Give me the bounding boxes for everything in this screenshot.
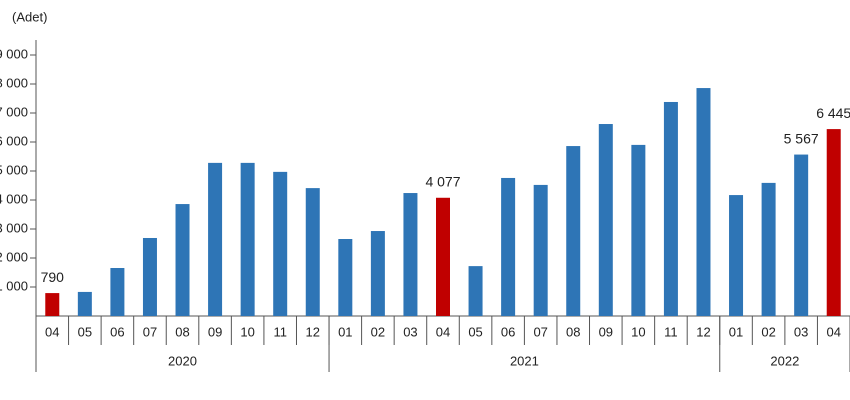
bar [761, 182, 776, 316]
group-label: 2020 [168, 353, 197, 368]
unit-label: (Adet) [12, 9, 47, 24]
x-tick-label: 03 [794, 324, 808, 339]
x-tick-label: 08 [566, 324, 580, 339]
x-tick-label: 11 [273, 324, 287, 339]
x-tick-label: 07 [533, 324, 547, 339]
x-tick-label: 03 [403, 324, 417, 339]
bar [77, 291, 92, 316]
y-tick-label: 7 000 [0, 104, 28, 119]
x-tick-label: 05 [468, 324, 482, 339]
x-tick-label: 04 [436, 324, 450, 339]
bar [663, 101, 678, 316]
bar [696, 88, 711, 316]
value-label: 790 [41, 269, 65, 285]
x-tick-label: 04 [45, 324, 59, 339]
value-label: 5 567 [784, 130, 819, 146]
bar [403, 193, 418, 316]
group-label: 2021 [510, 353, 539, 368]
y-tick-label: 5 000 [0, 162, 28, 177]
bar [501, 177, 516, 316]
bar [142, 237, 157, 316]
y-tick-label: 2 000 [0, 249, 28, 264]
x-tick-label: 02 [761, 324, 775, 339]
y-tick-label: 3 000 [0, 220, 28, 235]
y-tick-label: 8 000 [0, 75, 28, 90]
x-tick-label: 02 [371, 324, 385, 339]
bar [208, 162, 223, 316]
bar [45, 293, 60, 316]
group-label: 2022 [770, 353, 799, 368]
bar [533, 184, 548, 316]
bar [826, 129, 841, 316]
bar [468, 266, 483, 316]
bar [338, 239, 353, 316]
x-tick-label: 12 [306, 324, 320, 339]
bar [598, 124, 613, 317]
x-tick-label: 06 [501, 324, 515, 339]
x-tick-label: 04 [826, 324, 840, 339]
bar [370, 231, 385, 316]
x-tick-label: 05 [78, 324, 92, 339]
y-tick-label: 6 000 [0, 133, 28, 148]
x-tick-label: 10 [631, 324, 645, 339]
bar [566, 146, 581, 316]
x-tick-label: 01 [729, 324, 743, 339]
value-label: 4 077 [425, 173, 460, 189]
x-tick-label: 09 [599, 324, 613, 339]
y-tick-label: 9 000 [0, 46, 28, 61]
x-tick-label: 10 [240, 324, 254, 339]
bar [794, 154, 809, 316]
x-tick-label: 06 [110, 324, 124, 339]
bar [729, 195, 744, 316]
bar [436, 197, 450, 316]
bar [240, 162, 255, 316]
bar [273, 171, 288, 316]
y-tick-label: 1 000 [0, 278, 28, 293]
x-tick-label: 07 [143, 324, 157, 339]
x-tick-label: 01 [338, 324, 352, 339]
y-tick-label: 4 000 [0, 191, 28, 206]
bar [110, 268, 125, 316]
x-tick-label: 08 [175, 324, 189, 339]
bar [305, 188, 320, 316]
bar [175, 204, 190, 316]
value-label: 6 445 [816, 105, 850, 121]
x-tick-label: 09 [208, 324, 222, 339]
bar [631, 144, 646, 316]
x-tick-label: 11 [664, 324, 678, 339]
x-tick-label: 12 [696, 324, 710, 339]
